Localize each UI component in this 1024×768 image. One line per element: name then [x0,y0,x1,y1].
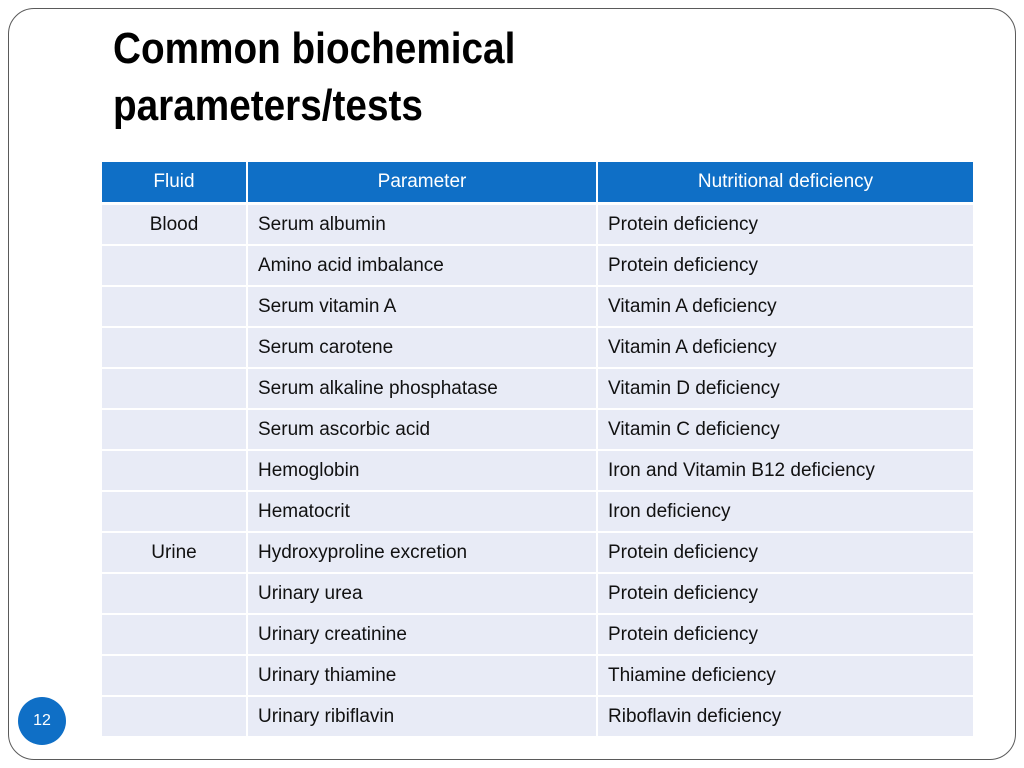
header-nutritional-deficiency: Nutritional deficiency [597,162,973,205]
cell-fluid [102,409,248,451]
cell-fluid [102,286,248,328]
table-row: Urinary urea Protein deficiency [102,573,973,615]
title-line-1: Common biochemical [113,24,516,73]
cell-deficiency: Protein deficiency [597,614,973,656]
cell-parameter: Serum vitamin A [247,286,598,328]
cell-fluid [102,655,248,697]
cell-fluid [102,327,248,369]
cell-fluid [102,450,248,492]
table-row: Serum vitamin A Vitamin A deficiency [102,286,973,328]
cell-fluid: Blood [102,203,248,246]
cell-deficiency: Protein deficiency [597,532,973,574]
cell-deficiency: Riboflavin deficiency [597,696,973,738]
cell-fluid [102,573,248,615]
table-row: Hemoglobin Iron and Vitamin B12 deficien… [102,450,973,492]
page-number-badge: 12 [18,697,66,745]
header-parameter: Parameter [247,162,598,205]
table-header-row: Fluid Parameter Nutritional deficiency [102,162,973,205]
cell-deficiency: Vitamin A deficiency [597,286,973,328]
biochemical-tests-table: Fluid Parameter Nutritional deficiency B… [102,162,973,738]
slide-title: Common biochemical parameters/tests [113,20,817,134]
table-row: Urine Hydroxyproline excretion Protein d… [102,532,973,574]
table-row: Urinary creatinine Protein deficiency [102,614,973,656]
cell-parameter: Hydroxyproline excretion [247,532,598,574]
cell-deficiency: Vitamin C deficiency [597,409,973,451]
cell-fluid [102,614,248,656]
cell-deficiency: Iron and Vitamin B12 deficiency [597,450,973,492]
cell-parameter: Urinary creatinine [247,614,598,656]
header-fluid: Fluid [102,162,248,205]
cell-fluid [102,491,248,533]
cell-parameter: Serum ascorbic acid [247,409,598,451]
table-row: Serum alkaline phosphatase Vitamin D def… [102,368,973,410]
cell-deficiency: Protein deficiency [597,203,973,246]
cell-parameter: Hematocrit [247,491,598,533]
title-line-2: parameters/tests [113,81,423,130]
cell-deficiency: Protein deficiency [597,573,973,615]
cell-fluid [102,368,248,410]
cell-deficiency: Vitamin A deficiency [597,327,973,369]
cell-fluid [102,696,248,738]
cell-deficiency: Iron deficiency [597,491,973,533]
table-row: Urinary ribiflavin Riboflavin deficiency [102,696,973,738]
table-row: Amino acid imbalance Protein deficiency [102,245,973,287]
cell-parameter: Amino acid imbalance [247,245,598,287]
cell-fluid [102,245,248,287]
page-number: 12 [33,712,51,729]
cell-parameter: Urinary ribiflavin [247,696,598,738]
cell-parameter: Serum albumin [247,203,598,246]
table-row: Serum carotene Vitamin A deficiency [102,327,973,369]
cell-parameter: Serum carotene [247,327,598,369]
cell-fluid: Urine [102,532,248,574]
cell-parameter: Urinary thiamine [247,655,598,697]
table-row: Serum ascorbic acid Vitamin C deficiency [102,409,973,451]
cell-parameter: Serum alkaline phosphatase [247,368,598,410]
cell-parameter: Hemoglobin [247,450,598,492]
cell-parameter: Urinary urea [247,573,598,615]
table-row: Urinary thiamine Thiamine deficiency [102,655,973,697]
cell-deficiency: Protein deficiency [597,245,973,287]
table-row: Blood Serum albumin Protein deficiency [102,203,973,246]
cell-deficiency: Vitamin D deficiency [597,368,973,410]
table-row: Hematocrit Iron deficiency [102,491,973,533]
cell-deficiency: Thiamine deficiency [597,655,973,697]
